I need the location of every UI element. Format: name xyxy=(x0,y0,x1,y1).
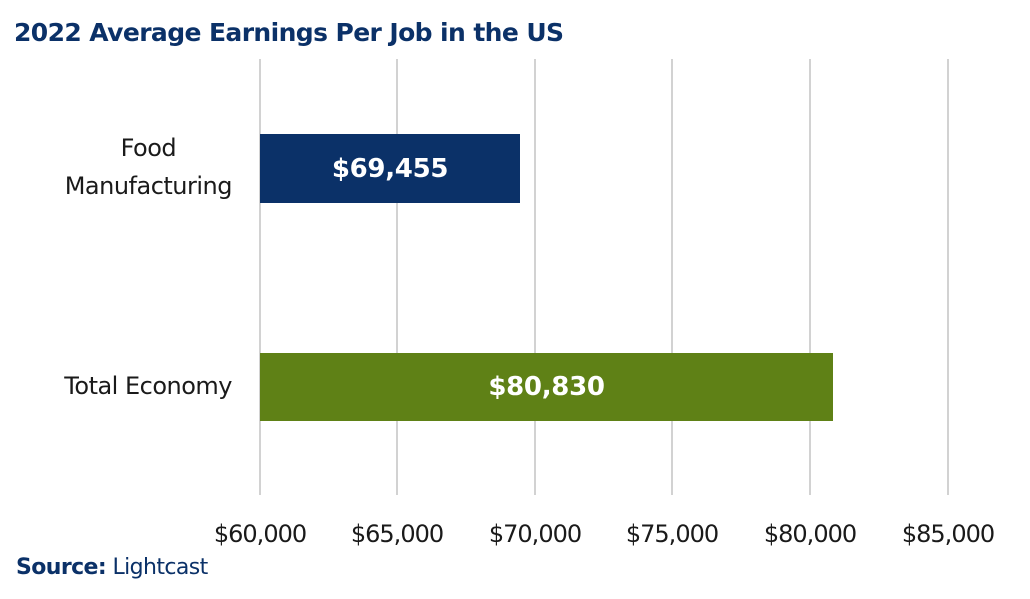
category-label-food-manufacturing: Food Manufacturing xyxy=(64,129,233,205)
x-tick-label: $65,000 xyxy=(350,520,444,548)
source-note: Source: Lightcast xyxy=(16,555,208,580)
gridline xyxy=(947,59,949,495)
x-tick-label: $70,000 xyxy=(488,520,582,548)
gridline xyxy=(809,59,811,495)
gridline xyxy=(396,59,398,495)
gridline xyxy=(259,59,261,495)
x-tick-label: $60,000 xyxy=(213,520,307,548)
x-tick-label: $80,000 xyxy=(763,520,857,548)
x-tick-label: $85,000 xyxy=(901,520,995,548)
category-label-total-economy: Total Economy xyxy=(64,367,232,405)
bar-food-manufacturing: $69,455 xyxy=(260,134,520,203)
bar-value-label: $69,455 xyxy=(331,153,449,184)
gridline xyxy=(534,59,536,495)
category-label-line: Manufacturing xyxy=(64,172,233,200)
gridline xyxy=(671,59,673,495)
bar-value-label: $80,830 xyxy=(488,372,605,402)
x-tick-label: $75,000 xyxy=(625,520,719,548)
chart-title: 2022 Average Earnings Per Job in the US xyxy=(14,18,564,47)
category-label-line: Total Economy xyxy=(64,372,232,400)
source-value: Lightcast xyxy=(112,555,208,580)
source-label: Source: xyxy=(16,555,107,580)
bar-total-economy: $80,830 xyxy=(260,353,833,421)
category-label-line: Food xyxy=(120,134,177,162)
